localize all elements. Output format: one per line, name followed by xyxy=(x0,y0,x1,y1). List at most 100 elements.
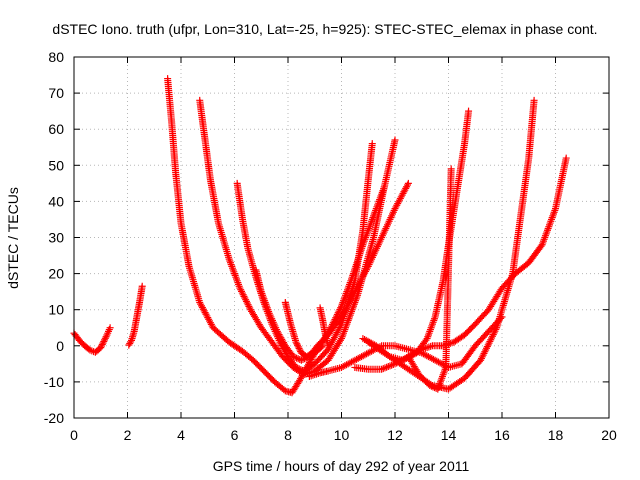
data-point xyxy=(297,356,305,364)
series-arc13 xyxy=(364,96,538,393)
data-point xyxy=(239,291,247,299)
data-point xyxy=(363,264,371,272)
x-tick-label: 6 xyxy=(231,427,239,443)
chart-title: dSTEC Iono. truth (ufpr, Lon=310, Lat=-2… xyxy=(52,21,597,37)
data-point xyxy=(333,310,341,318)
y-tick-label: 30 xyxy=(48,230,64,246)
data-point xyxy=(391,136,399,144)
data-point xyxy=(295,365,303,373)
x-tick-label: 18 xyxy=(548,427,564,443)
y-tick-label: 50 xyxy=(48,157,64,173)
plot-frame xyxy=(73,56,610,419)
y-tick-label: 20 xyxy=(48,266,64,282)
data-point xyxy=(333,312,341,320)
data-point xyxy=(381,364,389,372)
data-point xyxy=(380,183,388,191)
data-point xyxy=(483,343,491,351)
data-point xyxy=(237,287,245,295)
data-point xyxy=(242,297,250,305)
data-point xyxy=(488,332,496,340)
data-point xyxy=(324,342,332,350)
data-point xyxy=(243,299,251,307)
data-point xyxy=(427,380,435,388)
x-tick-label: 20 xyxy=(601,427,617,443)
data-point xyxy=(479,351,487,359)
data-point xyxy=(295,344,303,352)
data-point xyxy=(292,338,300,346)
data-point xyxy=(98,341,106,349)
data-point xyxy=(289,353,297,361)
y-tick-label: 80 xyxy=(48,49,64,65)
data-point xyxy=(477,355,485,363)
data-point xyxy=(100,337,108,345)
data-point xyxy=(485,339,493,347)
data-point xyxy=(101,336,109,344)
data-point xyxy=(483,344,491,352)
series-arc1 xyxy=(70,324,114,356)
data-point xyxy=(237,286,245,294)
data-point xyxy=(368,140,376,148)
grid-layer xyxy=(74,57,609,418)
data-point xyxy=(478,353,486,361)
data-point xyxy=(465,107,473,115)
x-tick-label: 0 xyxy=(70,427,78,443)
data-point xyxy=(240,292,248,300)
x-tick-label: 8 xyxy=(284,427,292,443)
data-point xyxy=(334,309,342,317)
data-point xyxy=(138,282,146,290)
data-point xyxy=(293,354,301,362)
y-tick-label: 60 xyxy=(48,121,64,137)
data-point xyxy=(480,349,488,357)
data-point xyxy=(236,284,244,292)
data-point xyxy=(101,334,109,342)
x-tick-label: 12 xyxy=(387,427,403,443)
data-point xyxy=(291,353,299,361)
y-tick-label: 70 xyxy=(48,85,64,101)
x-tick-label: 4 xyxy=(177,427,185,443)
data-point xyxy=(97,344,105,352)
data-point xyxy=(404,179,412,187)
data-point xyxy=(489,331,497,339)
data-point xyxy=(562,154,570,162)
data-point xyxy=(294,355,302,363)
data-point xyxy=(427,342,435,350)
data-point xyxy=(337,304,345,312)
data-point xyxy=(99,339,107,347)
data-point xyxy=(477,356,485,364)
x-tick-label: 2 xyxy=(124,427,132,443)
data-point xyxy=(425,343,433,351)
data-point xyxy=(332,314,340,322)
series-arc5 xyxy=(233,140,376,375)
data-point xyxy=(294,341,302,349)
y-tick-label: 10 xyxy=(48,302,64,318)
data-point xyxy=(296,346,304,354)
data-point xyxy=(106,324,114,332)
data-point xyxy=(293,340,301,348)
data-point xyxy=(487,336,495,344)
x-axis-label: GPS time / hours of day 292 of year 2011 xyxy=(213,458,470,474)
data-layer xyxy=(70,75,570,397)
data-point xyxy=(481,348,489,356)
data-point xyxy=(492,325,500,333)
data-point xyxy=(486,337,494,345)
data-point xyxy=(294,343,302,351)
series-arc9 xyxy=(316,304,332,350)
x-tick-label: 14 xyxy=(441,427,457,443)
data-point xyxy=(241,294,249,302)
y-tick-label: -10 xyxy=(44,374,64,390)
data-point xyxy=(292,363,300,371)
y-axis-label: dSTEC / TECUs xyxy=(5,187,21,289)
data-point xyxy=(403,181,411,189)
data-point xyxy=(244,301,252,309)
data-point xyxy=(491,327,499,335)
data-point xyxy=(378,365,386,373)
data-point xyxy=(530,96,538,104)
data-point xyxy=(484,341,492,349)
tick-layer: 0 2 4 6 8 10 12 14 16 18 20 -20 -10 0 10 20 30 40 50 60 70 80 xyxy=(44,49,617,443)
data-point xyxy=(335,307,343,315)
data-point xyxy=(336,336,344,344)
x-tick-label: 10 xyxy=(334,427,350,443)
data-point xyxy=(98,342,106,350)
y-tick-label: 0 xyxy=(56,338,64,354)
